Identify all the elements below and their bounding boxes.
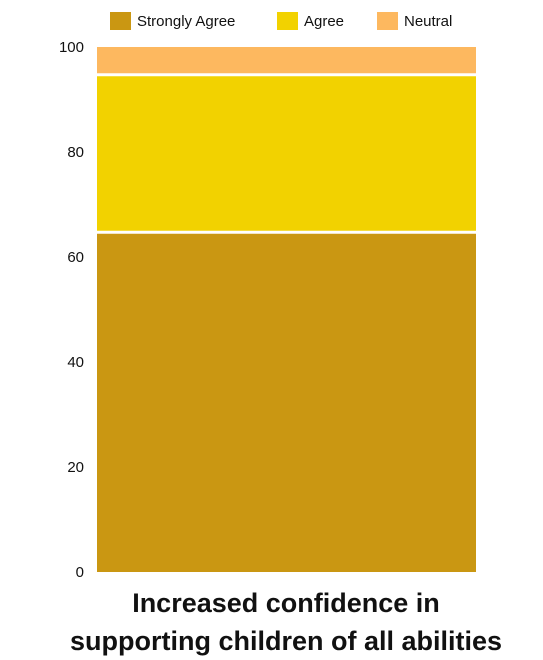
chart-title-line-2: supporting children of all abilities <box>70 626 502 656</box>
chart-title-line-1: Increased confidence in <box>132 588 440 618</box>
bar-segment-strongly-agree <box>97 233 476 572</box>
y-tick-label: 40 <box>67 354 84 371</box>
y-tick-label: 0 <box>76 564 84 581</box>
bar-segment-neutral <box>97 47 476 74</box>
y-tick-label: 20 <box>67 459 84 476</box>
legend-label-agree: Agree <box>304 13 344 30</box>
legend-label-neutral: Neutral <box>404 13 452 30</box>
y-tick-label: 100 <box>59 39 84 56</box>
legend-label-strongly-agree: Strongly Agree <box>137 13 235 30</box>
legend-swatch-agree <box>277 12 298 30</box>
y-tick-label: 80 <box>67 144 84 161</box>
y-axis-ticks: 0 20 40 60 80 100 <box>59 39 84 581</box>
legend-swatch-strongly-agree <box>110 12 131 30</box>
chart-legend: Strongly Agree Agree Neutral <box>110 12 452 30</box>
bar-segments <box>97 47 476 572</box>
y-tick-label: 60 <box>67 249 84 266</box>
bar-segment-agree <box>97 76 476 231</box>
legend-swatch-neutral <box>377 12 398 30</box>
